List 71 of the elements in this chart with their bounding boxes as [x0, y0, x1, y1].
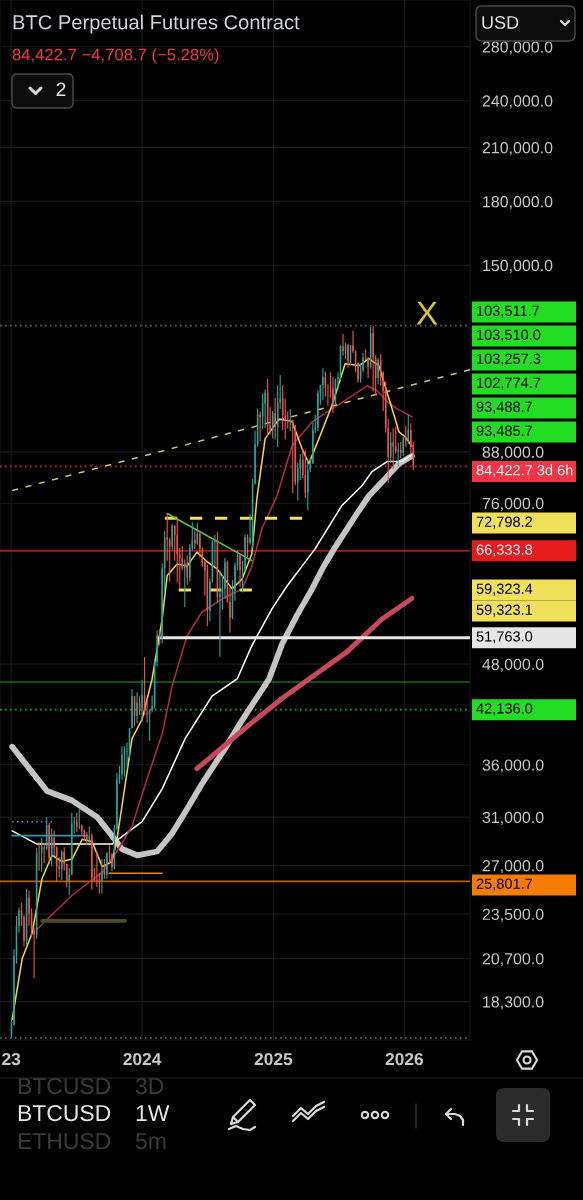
text: 59,323.1 — [476, 604, 533, 617]
candlestick — [392, 427, 394, 470]
candlestick — [322, 367, 324, 401]
candlestick — [171, 523, 173, 552]
text: 84,422.7 −4,708.7 (−5.28%) — [12, 48, 219, 64]
ref-line-label: 42,136.0 — [476, 703, 533, 716]
x-tick-label: 23 — [2, 1052, 21, 1066]
candlestick — [377, 357, 379, 386]
candlestick — [264, 388, 266, 429]
candlestick — [136, 691, 138, 724]
text: BTCUSD — [18, 1077, 111, 1095]
data-label: 51,763.0 — [476, 631, 533, 644]
annotation: 2 — [56, 82, 66, 97]
y-tick-label: 36,000.0 — [482, 759, 544, 773]
text: 59,323.4 — [476, 583, 533, 596]
candlestick — [131, 688, 133, 729]
y-tick-label: 18,300.0 — [483, 996, 544, 1010]
x-tick-label: 2025 — [254, 1052, 293, 1066]
y-tick-label: 150,000.0 — [483, 259, 553, 274]
text: 102,774.7 — [477, 377, 541, 390]
x-tick-label: 2026 — [385, 1052, 424, 1066]
candlestick — [121, 745, 123, 781]
text: 3D — [135, 1077, 164, 1095]
candlestick — [342, 333, 344, 357]
text: 103,511.7 — [477, 305, 540, 318]
candlestick — [194, 528, 196, 550]
y-tick-label: 23,500.0 — [482, 908, 544, 922]
ref-line-label: 25,801.7 — [476, 878, 533, 891]
line-series — [11, 357, 413, 1021]
candlestick — [106, 851, 108, 880]
x-tick-label: 2024 — [123, 1052, 162, 1066]
text: BTCUSD — [18, 1104, 111, 1122]
candlestick — [239, 554, 241, 588]
text: 5m — [135, 1133, 166, 1150]
y-tick-label: 180,000.0 — [483, 196, 553, 210]
text: 103,257.3 — [477, 353, 541, 366]
candlestick — [184, 558, 186, 608]
y-tick-label: 280,000.0 — [482, 41, 553, 55]
candlestick — [101, 858, 103, 895]
text: ETHUSD — [18, 1132, 111, 1150]
y-tick-label: 27,000.0 — [482, 860, 544, 874]
text: 93,485.7 — [476, 425, 533, 438]
annotation: X — [416, 301, 438, 325]
candlestick — [259, 410, 261, 442]
text: BTC Perpetual Futures Contract — [13, 14, 300, 34]
y-tick-label: 31,000.0 — [482, 811, 544, 825]
candlestick — [78, 807, 81, 830]
text: USD — [482, 16, 519, 29]
candlestick — [81, 823, 83, 836]
y-tick-label: 20,700.0 — [482, 953, 544, 967]
candlestick — [48, 822, 50, 865]
ref-line-label: 66,333.8 — [476, 544, 533, 557]
candlestick — [347, 343, 349, 369]
candlestick — [400, 441, 402, 459]
candlestick — [43, 842, 45, 864]
candlestick — [58, 856, 60, 878]
candlestick — [86, 831, 88, 846]
y-tick-label: 76,000.0 — [482, 497, 544, 512]
candlestick — [317, 389, 319, 432]
text: 103,510.0 — [477, 329, 541, 342]
text: 72,798.2 — [476, 516, 533, 529]
y-tick-label: 240,000.0 — [482, 95, 553, 109]
candlestick — [219, 569, 221, 658]
ref-line-label: 84,422.7 3d 6h — [476, 464, 573, 478]
text: 93,488.7 — [476, 401, 533, 414]
candlestick — [405, 425, 407, 448]
y-tick-label: 210,000.0 — [482, 142, 553, 156]
y-tick-label: 88,000.0 — [482, 446, 544, 460]
text: 1W — [136, 1105, 170, 1121]
candlestick — [76, 812, 78, 833]
y-tick-label: 48,000.0 — [482, 658, 544, 672]
